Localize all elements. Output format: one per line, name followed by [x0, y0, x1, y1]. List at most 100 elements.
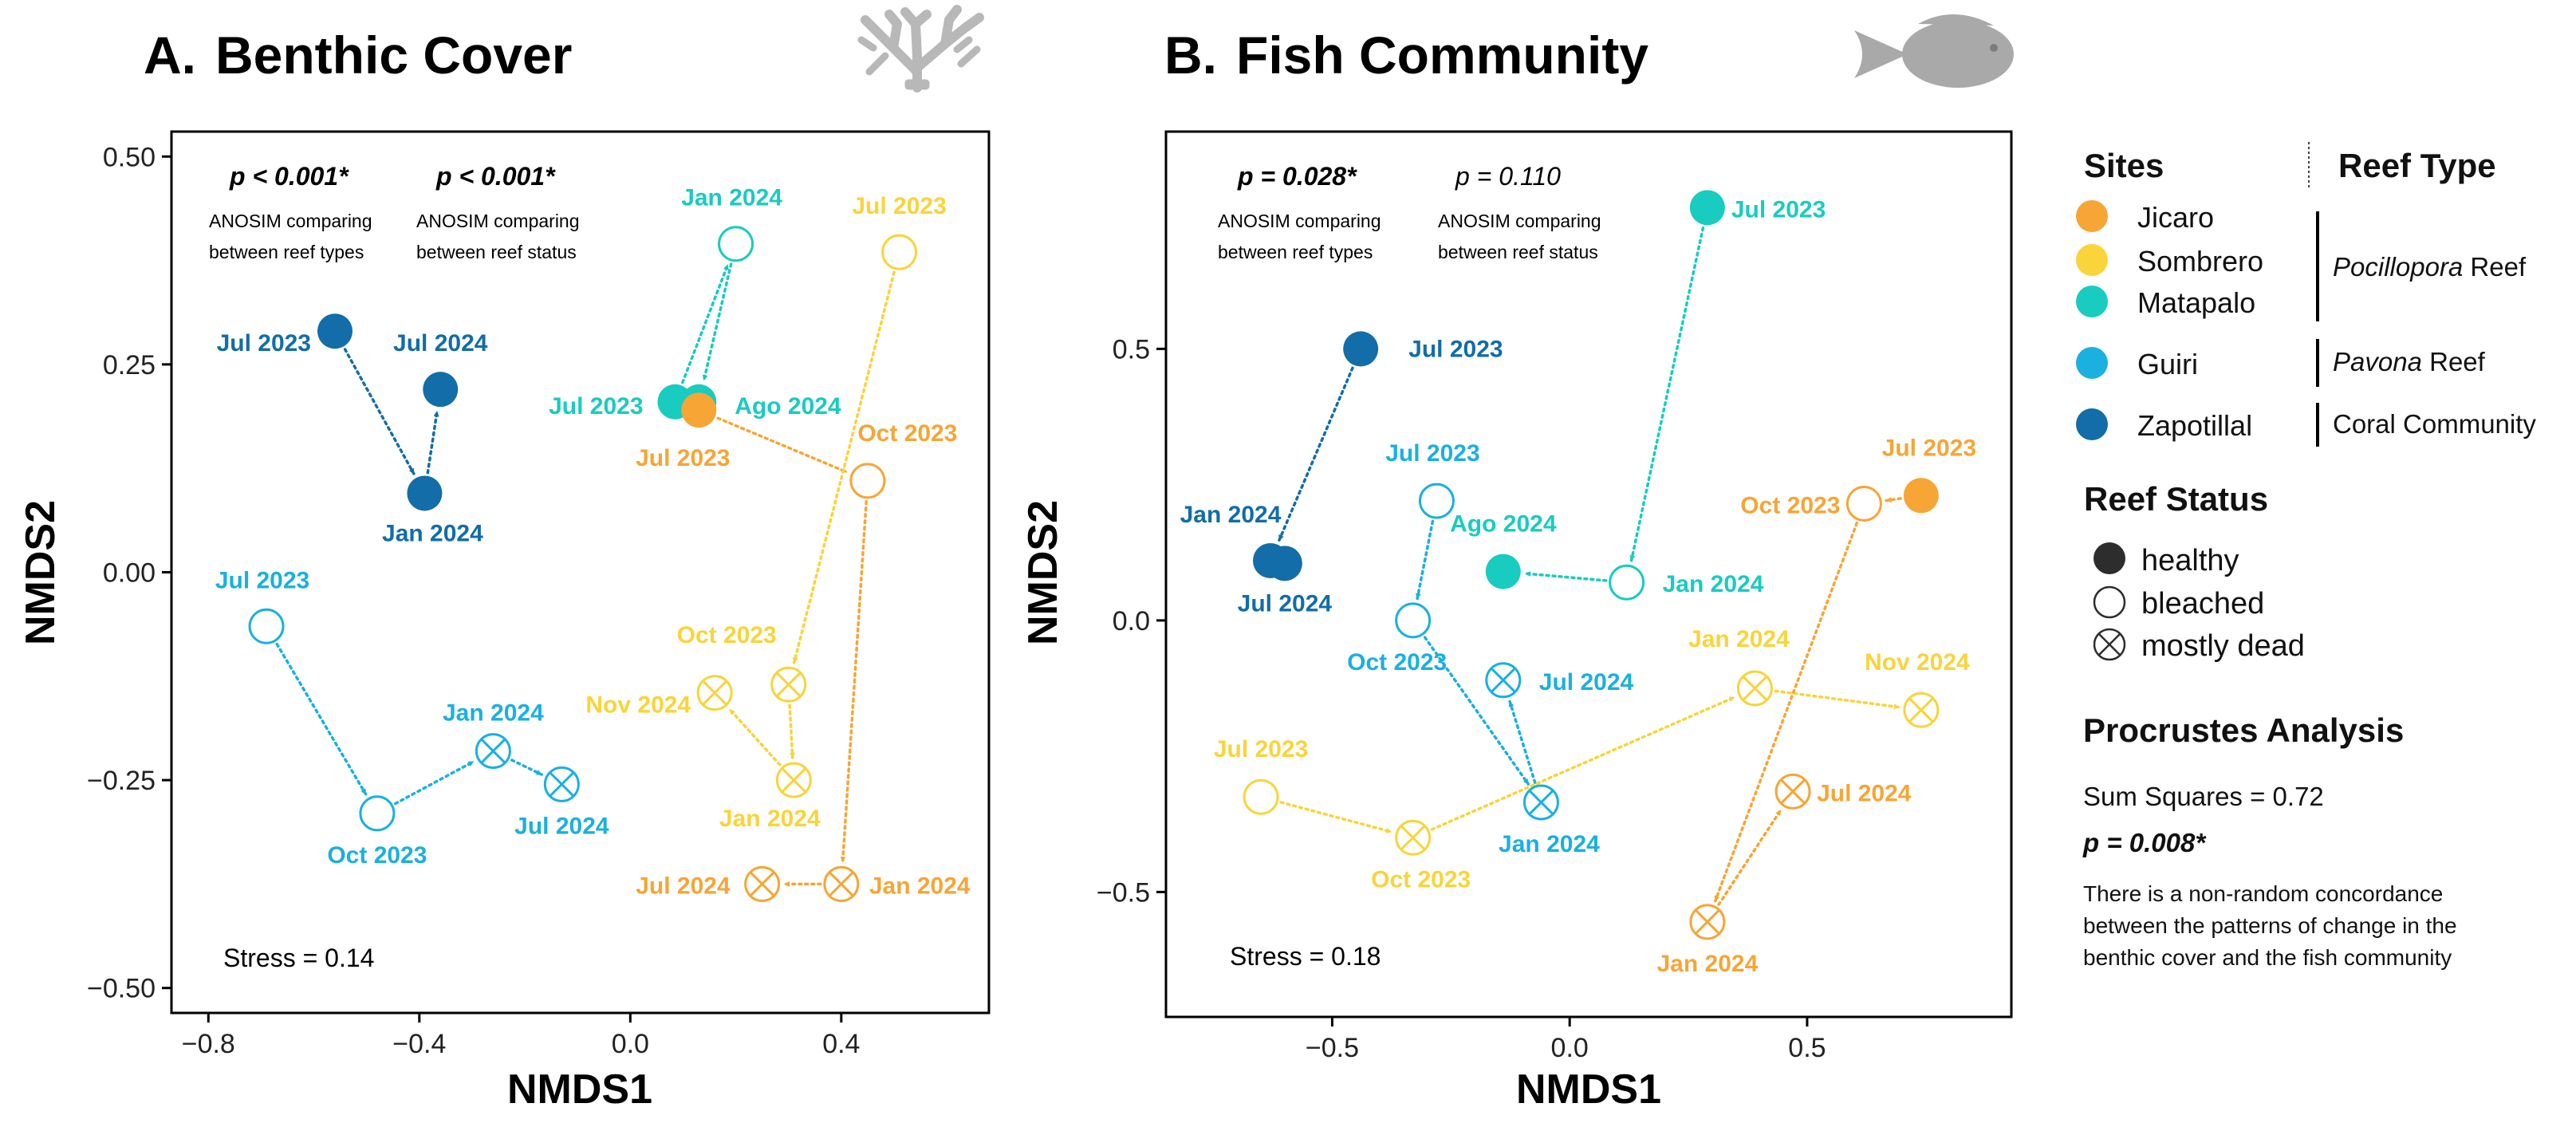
point-jicaro-oct-2023	[1845, 485, 1882, 522]
point-label-zapotillal: Jul 2023	[217, 330, 311, 357]
point-jicaro-jul-2023	[681, 392, 717, 428]
trajectory-arrow-jicaro	[1717, 809, 1782, 906]
procrustes-title: Procrustes Analysis	[2083, 711, 2404, 749]
point-label-sombrero: Oct 2023	[1371, 866, 1471, 892]
legend-site-jicaro: Jicaro	[2137, 201, 2214, 234]
point-zapotillal-jul-2024	[423, 372, 459, 408]
legend-site-marker-jicaro	[2076, 200, 2108, 232]
panel-b-marks: −0.5 0.0 0.5 0.5 0.0 −0.5 Jul 2023 Jan 2024 Jul …	[1097, 190, 1976, 1063]
point-sombrero-jul-2023	[881, 234, 918, 270]
legend-site-guiri: Guiri	[2137, 348, 2198, 380]
trajectory-arrow-zapotillal	[1278, 366, 1354, 542]
point-label-matapalo: Ago 2024	[1450, 511, 1557, 538]
point-jicaro-oct-2023	[849, 463, 886, 499]
anosim-b-types-line1: ANOSIM comparing	[1218, 211, 1381, 231]
point-guiri-oct-2023	[1395, 602, 1432, 639]
point-label-sombrero: Jul 2023	[852, 193, 946, 219]
coral-icon	[857, 5, 984, 93]
point-label-guiri: Jul 2024	[1539, 669, 1634, 695]
x-tick-label: 0.4	[822, 1029, 860, 1059]
legend-status-bleached: bleached	[2141, 587, 2264, 621]
legend-reef-type-pocillopora-rest: Reef	[2463, 252, 2527, 282]
legend-reef-type-pavona: Pavona Reef	[2333, 347, 2486, 376]
point-label-sombrero: Nov 2024	[1865, 649, 1970, 676]
panel-a-title: A. Benthic Cover	[144, 26, 572, 85]
y-tick-label: 0.0	[1113, 606, 1150, 636]
legend-site-marker-matapalo	[2076, 286, 2108, 317]
point-matapalo-ago-2024	[1485, 554, 1521, 589]
point-label-jicaro: Jan 2024	[1656, 951, 1758, 977]
fish-icon	[1854, 14, 2014, 88]
panel-a-ylabel: NMDS2	[18, 500, 64, 645]
point-label-zapotillal: Jan 2024	[1180, 502, 1282, 528]
point-sombrero-jan-2024	[775, 762, 812, 798]
legend-site-zapotillal: Zapotillal	[2137, 409, 2252, 442]
panel-a-xlabel: NMDS1	[507, 1066, 652, 1113]
legend-site-marker-zapotillal	[2076, 408, 2108, 440]
point-label-matapalo: Jan 2024	[1663, 571, 1764, 597]
stress-a: Stress = 0.14	[223, 944, 374, 972]
trajectory-arrow-sombrero	[792, 270, 896, 664]
point-label-guiri: Jan 2024	[1499, 831, 1600, 857]
panel-b-title: B. Fish Community	[1164, 26, 1648, 85]
panel-b-title-text: Fish Community	[1236, 26, 1648, 85]
trajectory-arrow-zapotillal	[343, 348, 416, 475]
legend-reef-type-title: Reef Type	[2338, 147, 2496, 184]
point-matapalo-jul-2023	[1689, 190, 1725, 226]
point-guiri-jul-2024	[1485, 662, 1522, 699]
point-label-sombrero: Jan 2024	[719, 806, 821, 832]
anosim-a-types-line1: ANOSIM comparing	[209, 211, 372, 231]
anosim-a-status-p: p < 0.001*	[435, 162, 556, 191]
point-sombrero-nov-2024	[696, 675, 733, 711]
legend-reef-type-pocillopora: Pocillopora Reef	[2333, 252, 2527, 282]
trajectory-arrow-guiri	[275, 642, 368, 796]
point-label-sombrero: Nov 2024	[585, 692, 691, 719]
point-label-matapalo: Jan 2024	[681, 185, 782, 211]
point-label-zapotillal: Jan 2024	[382, 520, 483, 546]
procrustes-p: p = 0.008*	[2082, 828, 2207, 857]
legend: Sites Reef Type Jicaro Sombrero Matapalo…	[2076, 142, 2536, 970]
legend-status-healthy: healthy	[2141, 544, 2239, 577]
trajectory-arrow-guiri	[1508, 699, 1537, 784]
x-tick-label: 0.0	[1551, 1033, 1589, 1063]
y-tick-label: −0.5	[1097, 877, 1150, 908]
point-label-matapalo: Ago 2024	[735, 393, 841, 420]
trajectory-arrow-matapalo	[681, 263, 730, 384]
legend-reef-type-pavona-genus: Pavona	[2333, 347, 2422, 376]
point-label-guiri: Oct 2023	[1347, 649, 1447, 676]
legend-status-dead: mostly dead	[2141, 629, 2305, 663]
point-sombrero-oct-2023	[770, 666, 807, 703]
trajectory-arrow-zapotillal	[426, 410, 439, 475]
point-jicaro-jan-2024	[823, 865, 860, 902]
trajectory-arrow-matapalo	[702, 262, 733, 382]
anosim-b-status-line2: between reef status	[1438, 242, 1598, 262]
panel-a-title-text: Benthic Cover	[215, 26, 572, 85]
legend-status-marker-bleached	[2093, 585, 2126, 619]
anosim-a-types-line2: between reef types	[209, 242, 364, 262]
point-jicaro-jul-2023	[1903, 478, 1939, 514]
point-guiri-jul-2024	[543, 766, 580, 802]
point-guiri-jul-2023	[248, 608, 285, 644]
y-tick-label: 0.25	[103, 350, 156, 380]
point-label-guiri: Jan 2024	[443, 700, 544, 727]
legend-site-marker-sombrero	[2076, 244, 2108, 276]
legend-status-marker-dead	[2093, 628, 2126, 661]
legend-reef-type-pocillopora-genus: Pocillopora	[2333, 252, 2463, 282]
trajectory-arrow-sombrero	[1430, 695, 1736, 831]
point-label-jicaro: Jul 2024	[1817, 780, 1912, 806]
point-label-zapotillal: Jul 2023	[1408, 336, 1503, 362]
point-label-guiri: Jul 2023	[1385, 440, 1479, 467]
point-sombrero-jan-2024	[1736, 670, 1773, 707]
procrustes-text-2: between the patterns of change in the	[2083, 913, 2457, 938]
point-label-matapalo: Jul 2023	[1731, 196, 1826, 223]
y-tick-label: −0.25	[87, 766, 156, 796]
point-label-jicaro: Oct 2023	[1740, 492, 1840, 518]
legend-sites-title: Sites	[2084, 147, 2164, 184]
panel-a-marks: −0.8 −0.4 0.0 0.4 0.50 0.25 0.00 −0.25 −0.50 Jul …	[87, 142, 971, 1059]
panel-a-letter: A.	[144, 26, 196, 85]
point-zapotillal-jul-2023	[1343, 331, 1379, 367]
y-tick-label: 0.5	[1113, 334, 1150, 364]
point-sombrero-jul-2023	[1243, 778, 1279, 815]
point-label-jicaro: Oct 2023	[857, 420, 957, 447]
panel-b-frame	[1164, 130, 2013, 1019]
